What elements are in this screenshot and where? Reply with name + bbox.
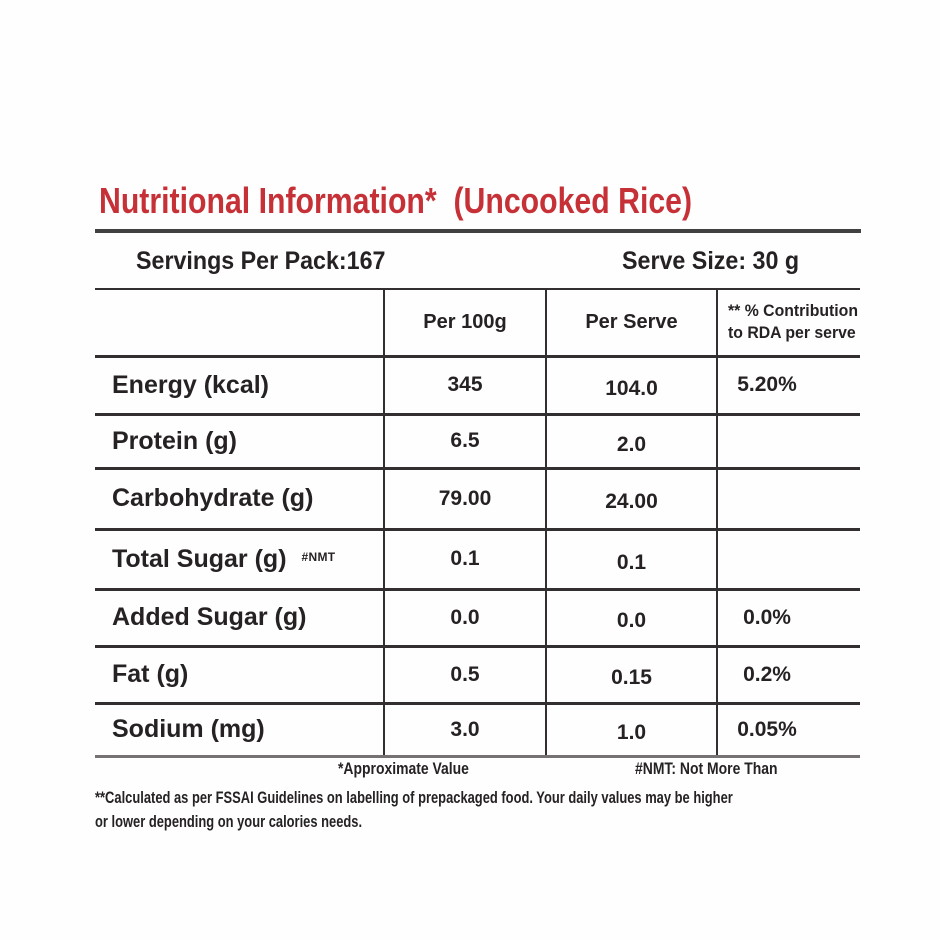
table-row-total-sugar: Total Sugar (g) #NMT 0.1 0.1: [95, 529, 860, 591]
header-per-serve: Per Serve: [545, 289, 717, 358]
value-rda: 0.0%: [716, 589, 860, 648]
nutrient-name: Energy (kcal): [112, 370, 270, 399]
disclaimer: **Calculated as per FSSAI Guidelines on …: [95, 786, 733, 834]
value-per-serve: 0.15: [545, 646, 717, 705]
table-row-protein: Protein (g) 6.5 2.0: [95, 414, 860, 470]
nutrient-label: Added Sugar (g): [95, 589, 384, 648]
servings-per-pack: Servings Per Pack:167: [136, 247, 386, 275]
nutrient-name: Added Sugar (g): [112, 603, 307, 631]
table-row-sodium: Sodium (mg) 3.0 1.0 0.05%: [95, 703, 860, 756]
value-rda: 0.05%: [716, 703, 860, 756]
value-rda: 5.20%: [716, 356, 860, 416]
value-per-100g: 3.0: [383, 703, 546, 756]
nutrition-table: Per 100g Per Serve ** % Contribution to …: [95, 288, 860, 758]
header-rda-line1: ** % Contribution: [728, 301, 858, 321]
nutrient-label: Protein (g): [95, 414, 384, 470]
value-rda: [716, 468, 860, 531]
table-row-added-sugar: Added Sugar (g) 0.0 0.0 0.0%: [95, 589, 860, 648]
serve-size: Serve Size: 30 g: [622, 247, 800, 275]
value-per-100g: 345: [383, 356, 546, 416]
footnote-nmt-definition: #NMT: Not More Than: [635, 759, 778, 778]
footnote-approximate-value: *Approximate Value: [338, 759, 469, 778]
nutrient-label: Sodium (mg): [95, 703, 384, 756]
table-header-row: Per 100g Per Serve ** % Contribution to …: [95, 289, 860, 358]
disclaimer-line2: or lower depending on your calories need…: [95, 812, 363, 831]
value-per-100g: 79.00: [383, 468, 546, 531]
value-per-serve: 1.0: [545, 703, 717, 756]
disclaimer-line1: **Calculated as per FSSAI Guidelines on …: [95, 788, 733, 807]
nutrient-label: Energy (kcal): [95, 356, 384, 416]
value-per-100g: 0.1: [383, 529, 546, 591]
nutrient-name: Protein (g): [112, 426, 237, 455]
value-rda: [716, 414, 860, 470]
table-row-fat: Fat (g) 0.5 0.15 0.2%: [95, 646, 860, 705]
value-per-serve: 2.0: [545, 414, 717, 470]
title-divider: [95, 229, 861, 233]
page-title: Nutritional Information* (Uncooked Rice): [99, 180, 693, 221]
nutrient-name: Fat (g): [112, 660, 189, 688]
value-per-100g: 6.5: [383, 414, 546, 470]
value-rda: 0.2%: [716, 646, 860, 705]
table-row-energy: Energy (kcal) 345 104.0 5.20%: [95, 356, 860, 416]
table-row-carbohydrate: Carbohydrate (g) 79.00 24.00: [95, 468, 860, 531]
header-rda-line2: to RDA per serve: [728, 323, 856, 343]
nutrient-label: Carbohydrate (g): [95, 468, 384, 531]
value-per-serve: 104.0: [545, 356, 717, 416]
header-blank: [95, 289, 384, 358]
header-per-100g: Per 100g: [383, 289, 546, 358]
value-per-100g: 0.0: [383, 589, 546, 648]
nutrient-name: Total Sugar (g): [112, 544, 287, 573]
header-rda-contribution: ** % Contribution to RDA per serve: [716, 289, 860, 358]
nutrient-label: Fat (g): [95, 646, 384, 705]
nmt-tag: #NMT: [301, 549, 336, 564]
nutrient-name: Sodium (mg): [112, 715, 265, 743]
value-per-100g: 0.5: [383, 646, 546, 705]
value-per-serve: 24.00: [545, 468, 717, 531]
nutrient-name: Carbohydrate (g): [112, 484, 314, 512]
nutrient-label: Total Sugar (g) #NMT: [95, 529, 384, 591]
value-rda: [716, 529, 860, 591]
value-per-serve: 0.0: [545, 589, 717, 648]
pack-info-row: Servings Per Pack:167 Serve Size: 30 g: [0, 243, 940, 279]
value-per-serve: 0.1: [545, 529, 717, 591]
